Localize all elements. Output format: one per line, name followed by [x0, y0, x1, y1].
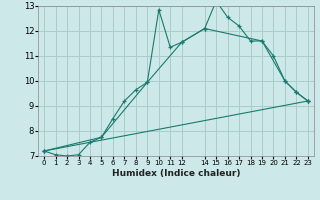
X-axis label: Humidex (Indice chaleur): Humidex (Indice chaleur) — [112, 169, 240, 178]
